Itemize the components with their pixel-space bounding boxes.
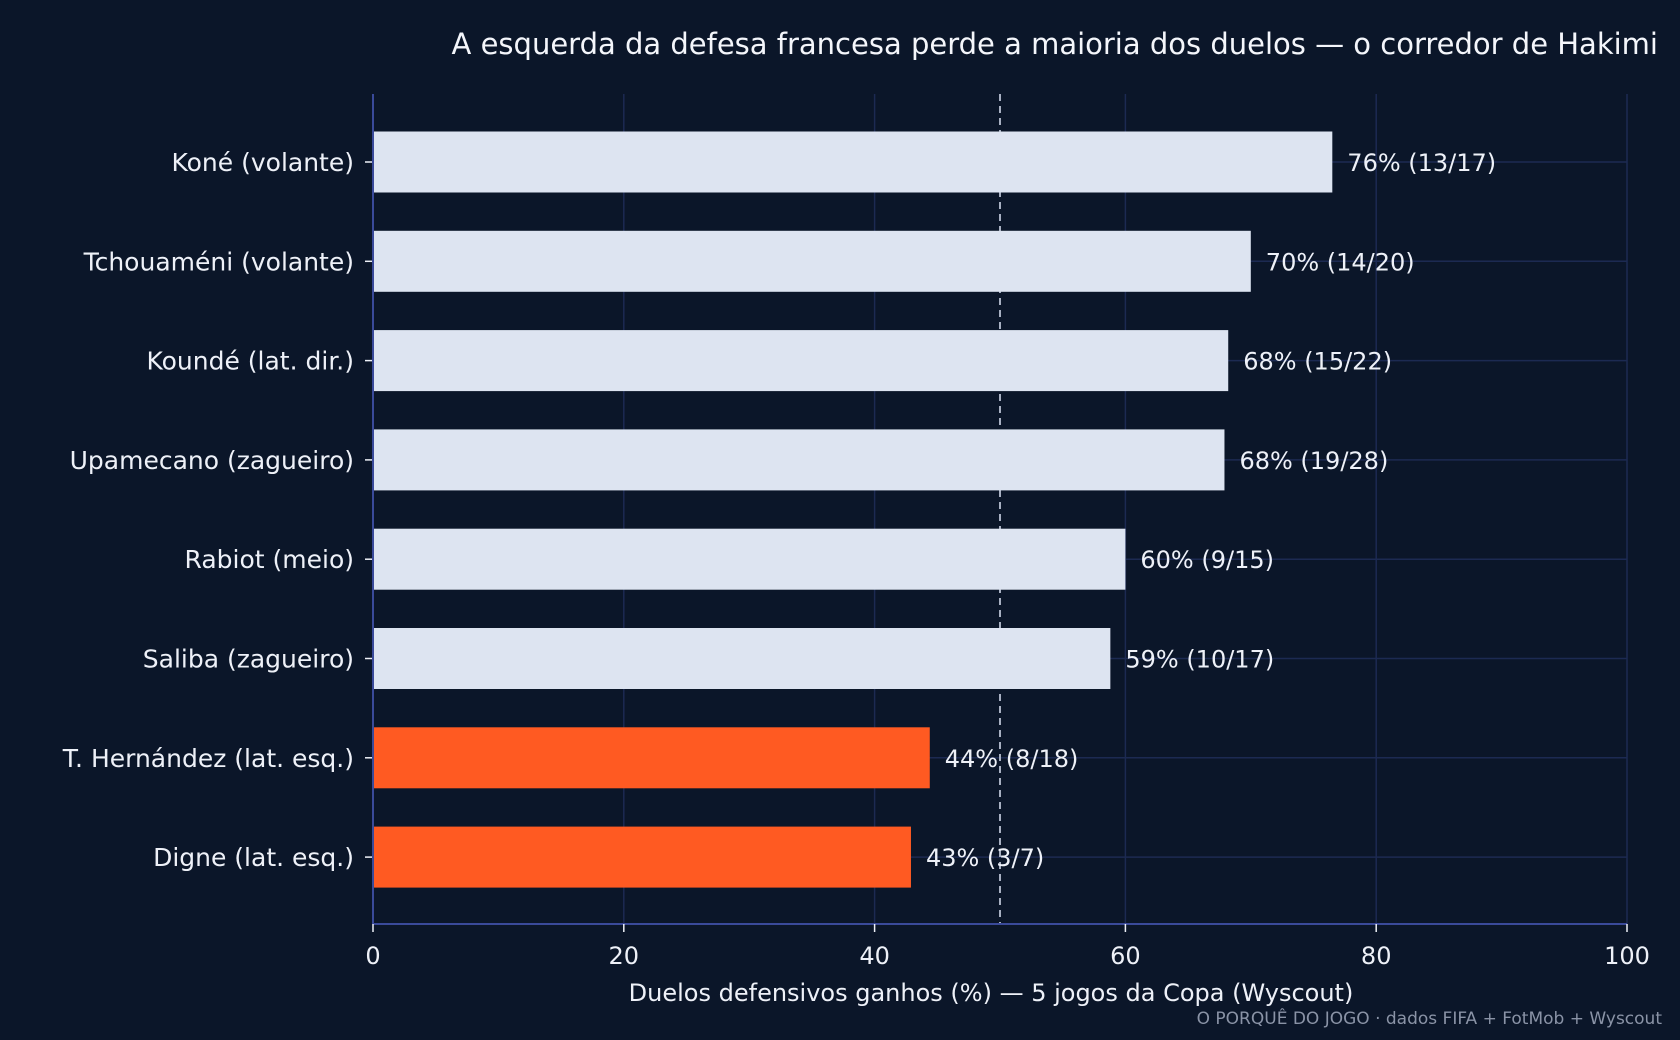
x-tick-label: 0 [365,942,380,970]
category-label: Tchouaméni (volante) [83,247,354,276]
bar [373,429,1225,491]
x-tick-label: 40 [859,942,890,970]
bar-value-label: 68% (15/22) [1243,348,1392,376]
bar-value-label: 70% (14/20) [1266,248,1415,276]
x-tick-label: 60 [1110,942,1141,970]
bar [373,528,1126,590]
bar-value-label: 60% (9/15) [1140,546,1274,574]
bar-value-label: 76% (13/17) [1347,149,1496,177]
category-label: T. Hernández (lat. esq.) [62,744,354,773]
bar [373,330,1229,392]
bars-group: 76% (13/17) 70% (14/20) 68% (15/22) 68% (19… [373,131,1496,888]
bar [373,230,1251,292]
category-label: Digne (lat. esq.) [153,843,354,872]
bar-value-label: 68% (19/28) [1239,447,1388,475]
bar [373,826,911,888]
category-label: Upamecano (zagueiro) [70,446,354,475]
bar [373,628,1111,689]
category-label: Koundé (lat. dir.) [146,347,354,376]
x-tick-label: 80 [1361,942,1392,970]
category-label: Saliba (zagueiro) [143,645,354,674]
axes-group: Koné (volante) Tchouaméni (volante) Koundé… [62,94,1650,970]
bar [373,131,1333,193]
category-label: Rabiot (meio) [185,545,354,574]
x-tick-label: 20 [609,942,640,970]
bar-value-label: 59% (10/17) [1125,646,1274,674]
bar-value-label: 44% (8/18) [945,745,1079,773]
footer-credit: O PORQUÊ DO JOGO · dados FIFA + FotMob +… [1197,1007,1663,1029]
x-tick-label: 100 [1604,942,1650,970]
bar-value-label: 43% (3/7) [926,844,1044,872]
x-axis-title: Duelos defensivos ganhos (%) — 5 jogos d… [629,979,1354,1007]
chart-title: A esquerda da defesa francesa perde a ma… [452,27,1658,61]
bar [373,727,930,789]
category-label: Koné (volante) [171,148,354,177]
